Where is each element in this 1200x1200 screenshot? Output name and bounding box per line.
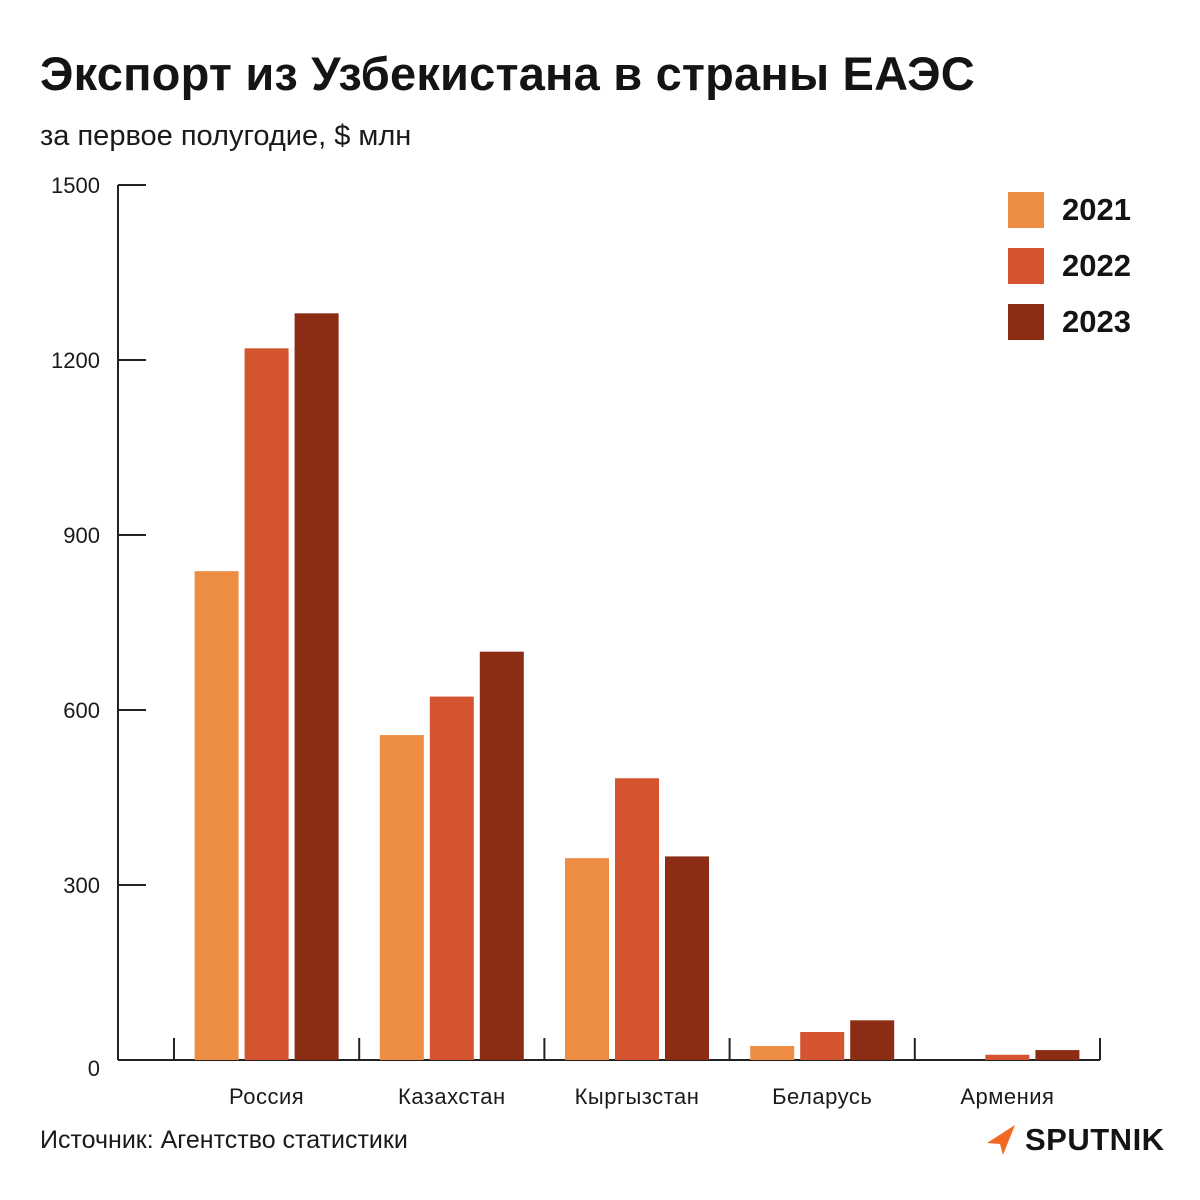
y-tick-label: 1200 [51, 348, 100, 373]
bar-2022 [244, 348, 289, 1060]
x-tick-label: Армения [960, 1084, 1054, 1109]
bar-2022 [985, 1054, 1030, 1060]
legend-swatch [1008, 304, 1044, 340]
bar-2023 [665, 856, 709, 1060]
bar-2021 [379, 735, 424, 1060]
bar-2023 [294, 313, 339, 1060]
x-tick-label: Кыргызстан [575, 1084, 700, 1109]
y-tick-label: 300 [63, 873, 100, 898]
bar-2021 [194, 571, 239, 1060]
bar-2023 [479, 651, 524, 1060]
chart-title: Экспорт из Узбекистана в страны ЕАЭС [40, 47, 975, 100]
bar-2021 [750, 1046, 795, 1060]
bar-2023 [850, 1020, 895, 1060]
y-tick-label: 600 [63, 698, 100, 723]
legend-label: 2022 [1062, 248, 1131, 283]
bar-2022 [800, 1032, 845, 1060]
source-note: Источник: Агентство статистики [40, 1126, 408, 1154]
legend: 2021 2022 2023 [1008, 182, 1131, 350]
chart-subtitle: за первое полугодие, $ млн [40, 120, 412, 152]
legend-item-2021: 2021 [1008, 182, 1131, 238]
legend-label: 2023 [1062, 304, 1131, 339]
brand-logo[interactable]: SPUTNIK [985, 1122, 1165, 1158]
sputnik-star-icon [987, 1125, 1015, 1155]
y-tick-label: 1500 [51, 173, 100, 198]
x-tick-label: Казахстан [398, 1084, 506, 1109]
brand-name: SPUTNIK [1025, 1122, 1165, 1157]
bar-2021 [565, 858, 609, 1060]
bar-2022 [615, 778, 659, 1060]
y-tick-label: 900 [63, 523, 100, 548]
legend-item-2022: 2022 [1008, 238, 1131, 294]
legend-label: 2021 [1062, 192, 1131, 227]
y-tick-label: 0 [88, 1056, 100, 1081]
x-tick-label: Беларусь [772, 1084, 872, 1109]
legend-item-2023: 2023 [1008, 294, 1131, 350]
bar-2023 [1035, 1050, 1080, 1060]
legend-swatch [1008, 248, 1044, 284]
bar-2022 [429, 696, 474, 1060]
x-tick-label: Россия [229, 1084, 304, 1109]
legend-swatch [1008, 192, 1044, 228]
